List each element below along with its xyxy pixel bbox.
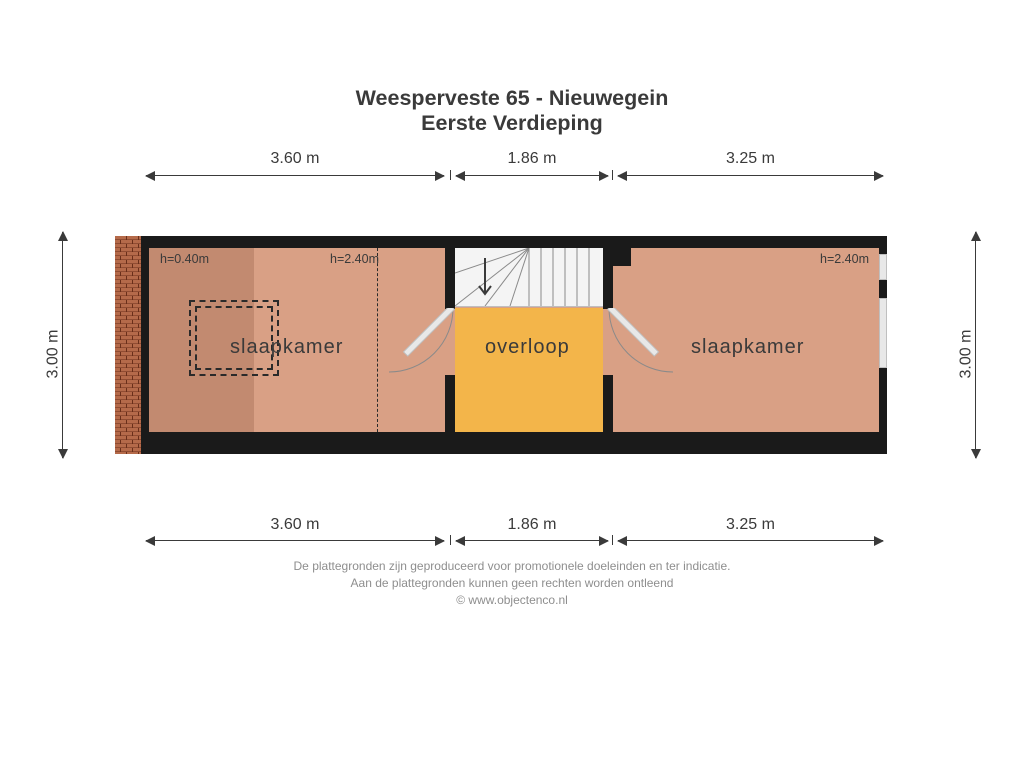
shaft-block bbox=[613, 248, 631, 266]
window-right bbox=[879, 298, 887, 368]
dim-bot-2: 1.86 m bbox=[456, 516, 608, 534]
stair-area bbox=[455, 248, 603, 307]
footer-line1: De plattegronden zijn geproduceerd voor … bbox=[0, 558, 1024, 575]
dim-left: 3.00 m bbox=[47, 236, 77, 454]
dim-bot-3: 3.25 m bbox=[618, 516, 883, 534]
floor-plan: slaapkamer overloop slaapkamer bbox=[115, 236, 887, 454]
h-label-2: h=2.40m bbox=[330, 252, 379, 266]
footer: De plattegronden zijn geproduceerd voor … bbox=[0, 558, 1024, 608]
page-subtitle: Eerste Verdieping bbox=[0, 111, 1024, 136]
label-bedroom-left: slaapkamer bbox=[230, 336, 343, 359]
window-right-2 bbox=[879, 254, 887, 280]
door-left-icon bbox=[389, 308, 459, 378]
dim-top-2: 1.86 m bbox=[456, 150, 608, 168]
h-label-3: h=2.40m bbox=[820, 252, 869, 266]
page-title-block: Weesperveste 65 - Nieuwegein Eerste Verd… bbox=[0, 86, 1024, 136]
dim-top-3: 3.25 m bbox=[618, 150, 883, 168]
dim-right: 3.00 m bbox=[960, 236, 990, 454]
brick-wall bbox=[115, 236, 141, 454]
h-label-1: h=0.40m bbox=[160, 252, 209, 266]
dim-top-1: 3.60 m bbox=[146, 150, 444, 168]
footer-line2: Aan de plattegronden kunnen geen rechten… bbox=[0, 575, 1024, 592]
ceiling-dashed-line bbox=[377, 248, 378, 432]
label-bedroom-right: slaapkamer bbox=[691, 336, 804, 359]
room-overloop bbox=[455, 308, 603, 432]
dim-right-label: 3.00 m bbox=[957, 330, 975, 379]
dim-left-label: 3.00 m bbox=[44, 330, 62, 379]
footer-line3: © www.objectenco.nl bbox=[0, 592, 1024, 609]
stairs-icon bbox=[455, 248, 603, 306]
dims-top: 3.60 m 1.86 m 3.25 m bbox=[0, 160, 1024, 190]
label-overloop: overloop bbox=[485, 336, 570, 359]
page-title: Weesperveste 65 - Nieuwegein bbox=[0, 86, 1024, 111]
dim-bot-1: 3.60 m bbox=[146, 516, 444, 534]
door-right-icon bbox=[603, 308, 673, 378]
